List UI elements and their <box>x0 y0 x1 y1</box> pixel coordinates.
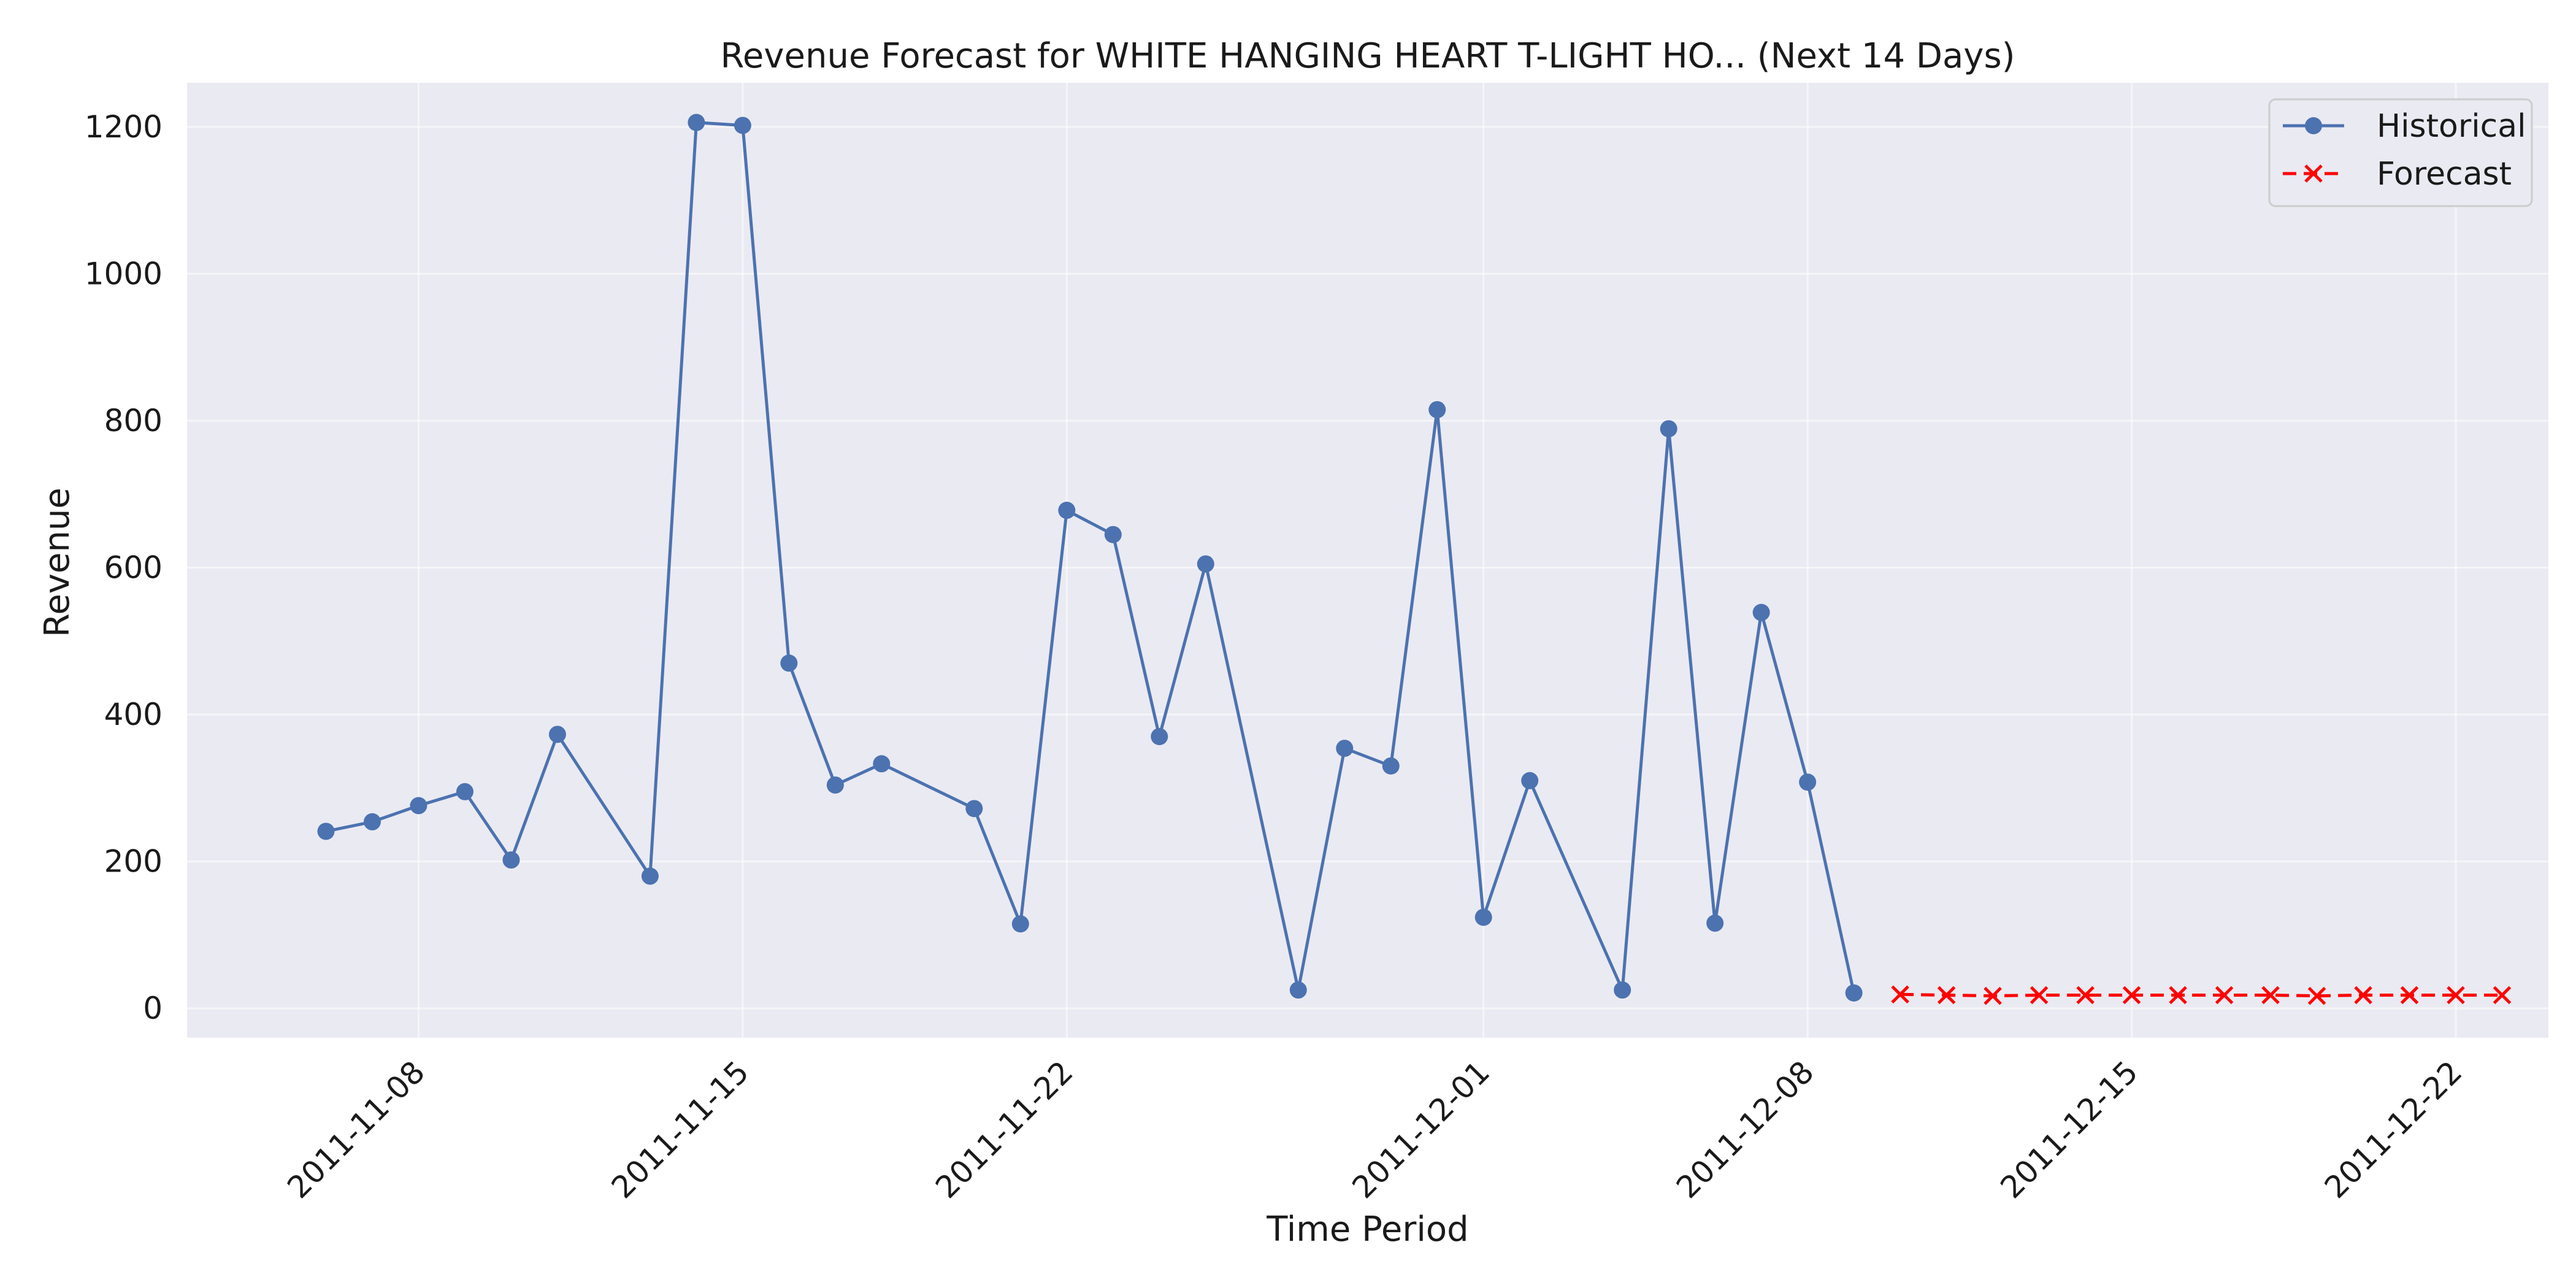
historical-point <box>502 851 520 869</box>
historical-point <box>965 800 983 818</box>
x-axis-label: Time Period <box>1266 1209 1468 1249</box>
forecast-point <box>2493 986 2512 1005</box>
y-tick-label: 0 <box>143 991 163 1026</box>
legend-historical-marker <box>2305 117 2322 134</box>
y-tick-label: 1000 <box>85 256 163 291</box>
forecast-point <box>2307 986 2326 1005</box>
series-forecast <box>1891 985 2512 1005</box>
historical-point <box>1706 914 1724 932</box>
historical-point <box>1428 401 1446 418</box>
historical-point <box>1289 981 1307 999</box>
historical-point <box>1752 604 1770 621</box>
legend: Historical Forecast <box>2268 98 2533 207</box>
forecast-point <box>1891 985 1909 1004</box>
legend-historical-label: Historical <box>2377 108 2526 145</box>
y-axis-label: Revenue <box>37 488 77 637</box>
forecast-point <box>1937 986 1956 1005</box>
forecast-line <box>1900 992 2502 998</box>
plot-area <box>187 83 2548 1038</box>
y-tick-label: 200 <box>104 844 163 880</box>
y-tick-labels: 0 200 400 600 800 1000 1200 <box>85 109 163 1026</box>
grid-lines <box>187 83 2548 1038</box>
historical-point <box>734 117 751 134</box>
historical-point <box>1845 984 1863 1002</box>
y-tick-label: 600 <box>104 550 163 585</box>
historical-point <box>1104 526 1122 543</box>
historical-point <box>1336 740 1354 757</box>
forecast-point <box>2215 986 2234 1005</box>
historical-point <box>1799 773 1817 791</box>
forecast-point <box>2076 986 2095 1005</box>
forecast-point <box>2261 986 2280 1005</box>
forecast-point <box>2400 986 2419 1005</box>
forecast-point <box>2169 986 2187 1005</box>
series-layer <box>317 113 2512 1005</box>
historical-point <box>1614 981 1631 999</box>
historical-point <box>410 797 427 815</box>
forecast-point <box>1984 986 2002 1005</box>
forecast-point <box>2447 986 2465 1005</box>
series-historical <box>317 113 1863 1002</box>
historical-point <box>873 755 891 773</box>
historical-point <box>641 867 659 885</box>
historical-point <box>1151 727 1168 745</box>
forecast-point <box>2122 986 2141 1005</box>
forecast-point <box>2354 986 2372 1005</box>
historical-point <box>1474 908 1492 926</box>
historical-point <box>1521 772 1539 789</box>
historical-point <box>1058 502 1076 519</box>
historical-point <box>1011 915 1029 933</box>
historical-point <box>456 783 473 800</box>
legend-forecast-marker <box>2304 164 2323 183</box>
historical-point <box>363 813 381 830</box>
historical-point <box>1382 757 1400 775</box>
historical-point <box>1197 555 1214 573</box>
forecast-point <box>2030 986 2049 1005</box>
y-tick-label: 800 <box>104 403 163 439</box>
historical-point <box>317 822 335 840</box>
y-tick-label: 1200 <box>85 109 163 145</box>
legend-forecast-label: Forecast <box>2377 156 2512 193</box>
y-tick-label: 400 <box>104 697 163 732</box>
historical-point <box>1660 420 1677 438</box>
historical-point <box>688 113 705 131</box>
historical-point <box>826 776 844 794</box>
historical-point <box>548 726 566 743</box>
historical-point <box>780 654 798 672</box>
chart-title: Revenue Forecast for WHITE HANGING HEART… <box>721 36 2015 76</box>
historical-line <box>325 121 1856 994</box>
